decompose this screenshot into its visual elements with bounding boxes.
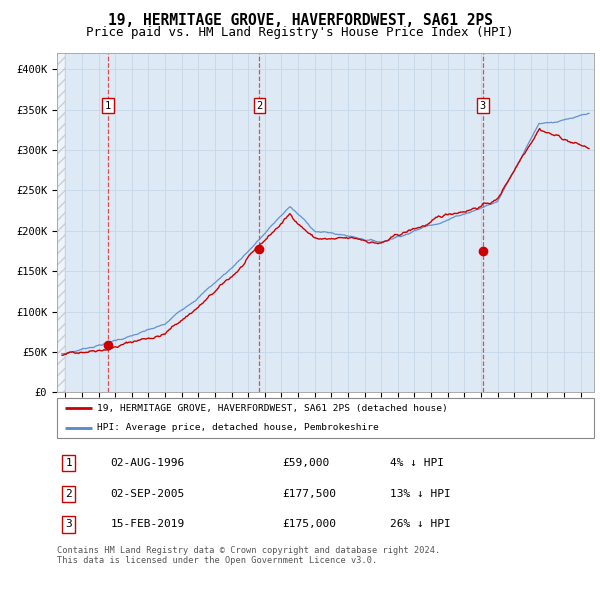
Text: £175,000: £175,000: [283, 519, 337, 529]
Text: £177,500: £177,500: [283, 489, 337, 499]
Text: Price paid vs. HM Land Registry's House Price Index (HPI): Price paid vs. HM Land Registry's House …: [86, 26, 514, 39]
Text: 2: 2: [256, 101, 262, 110]
Text: 4% ↓ HPI: 4% ↓ HPI: [390, 458, 444, 468]
Text: 15-FEB-2019: 15-FEB-2019: [111, 519, 185, 529]
Text: 3: 3: [480, 101, 486, 110]
Text: 02-AUG-1996: 02-AUG-1996: [111, 458, 185, 468]
Text: £59,000: £59,000: [283, 458, 330, 468]
Bar: [57, 53, 65, 392]
Text: HPI: Average price, detached house, Pembrokeshire: HPI: Average price, detached house, Pemb…: [97, 423, 379, 432]
Text: 1: 1: [65, 458, 72, 468]
Text: 02-SEP-2005: 02-SEP-2005: [111, 489, 185, 499]
FancyBboxPatch shape: [57, 398, 594, 438]
Text: 19, HERMITAGE GROVE, HAVERFORDWEST, SA61 2PS (detached house): 19, HERMITAGE GROVE, HAVERFORDWEST, SA61…: [97, 404, 448, 413]
Text: Contains HM Land Registry data © Crown copyright and database right 2024.
This d: Contains HM Land Registry data © Crown c…: [57, 546, 440, 565]
Text: 3: 3: [65, 519, 72, 529]
Text: 13% ↓ HPI: 13% ↓ HPI: [390, 489, 451, 499]
Text: 19, HERMITAGE GROVE, HAVERFORDWEST, SA61 2PS: 19, HERMITAGE GROVE, HAVERFORDWEST, SA61…: [107, 13, 493, 28]
Text: 1: 1: [105, 101, 112, 110]
Text: 2: 2: [65, 489, 72, 499]
Text: 26% ↓ HPI: 26% ↓ HPI: [390, 519, 451, 529]
